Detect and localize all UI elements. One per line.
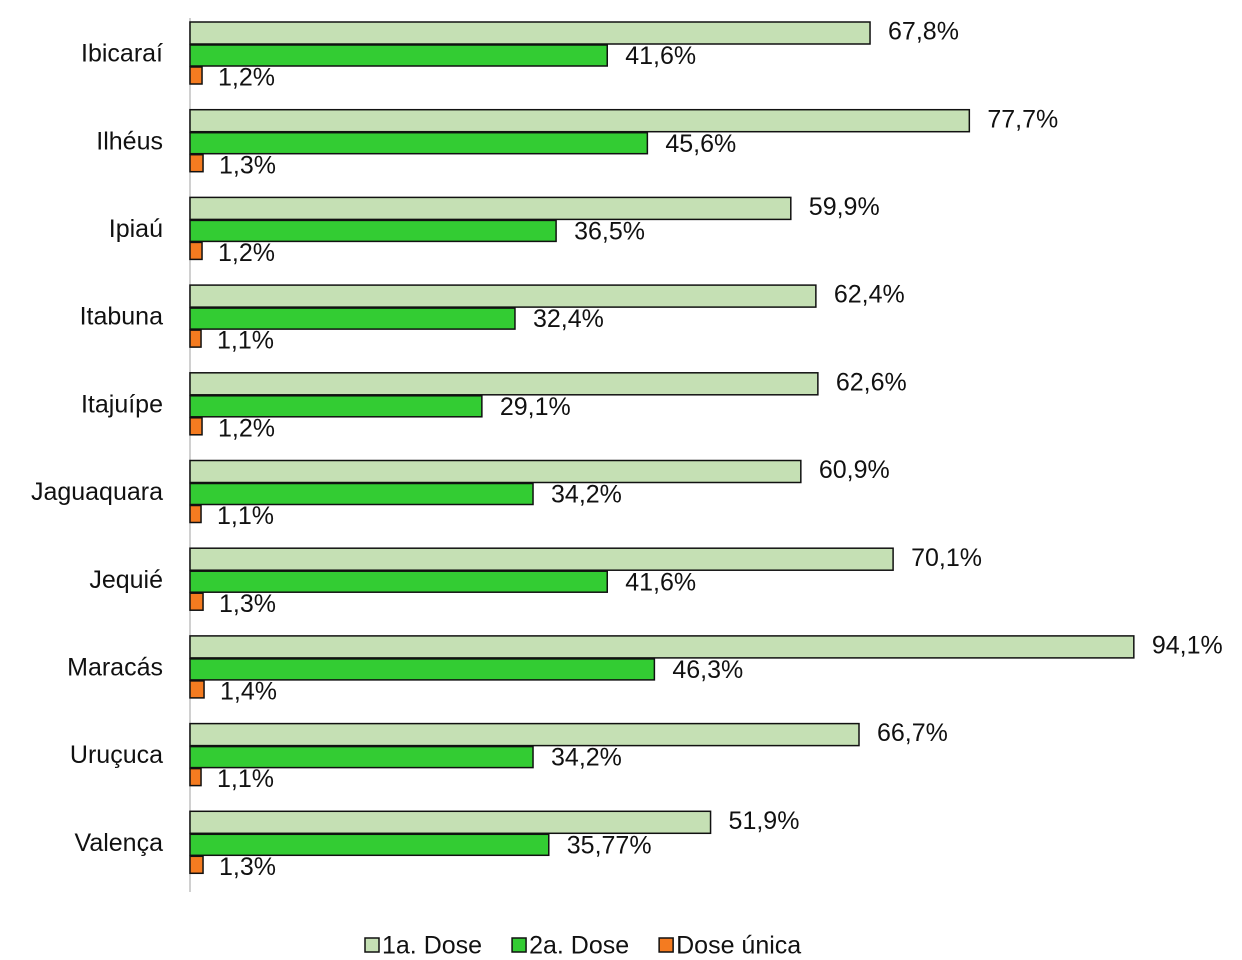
bar — [189, 307, 516, 330]
bar — [189, 131, 649, 155]
category-label: Itabuna — [80, 303, 164, 331]
bar — [189, 372, 819, 396]
value-label: 62,4% — [834, 281, 905, 309]
value-label: 1,2% — [218, 239, 275, 267]
value-label: 51,9% — [729, 807, 800, 835]
value-label: 62,6% — [836, 368, 907, 396]
category-label: Jequié — [89, 566, 163, 594]
bar — [189, 219, 557, 243]
value-label: 46,3% — [672, 656, 743, 684]
bar — [189, 395, 483, 418]
bar — [189, 592, 204, 611]
value-label: 1,3% — [219, 853, 276, 881]
category-label: Jaguaquara — [31, 478, 163, 506]
value-label: 36,5% — [574, 218, 645, 246]
value-label: 34,2% — [551, 744, 622, 772]
bar — [189, 680, 205, 699]
category-label: Maracás — [67, 654, 163, 682]
bar — [189, 44, 608, 67]
bar — [189, 153, 204, 173]
bar — [189, 482, 534, 506]
bar — [189, 21, 871, 45]
value-label: 67,8% — [888, 18, 959, 46]
value-label: 34,2% — [551, 481, 622, 509]
bar — [189, 504, 202, 524]
category-label: Ipiaú — [109, 215, 163, 243]
value-label: 32,4% — [533, 305, 604, 333]
legend-swatch — [658, 937, 674, 953]
bar — [189, 635, 1135, 659]
bar — [189, 570, 608, 593]
bar — [189, 658, 656, 681]
value-label: 45,6% — [665, 130, 736, 158]
legend-swatch — [511, 937, 527, 953]
value-label: 1,2% — [218, 414, 275, 442]
value-label: 1,3% — [219, 151, 276, 179]
value-label: 1,3% — [219, 590, 276, 618]
value-label: 66,7% — [877, 719, 948, 747]
value-label: 70,1% — [911, 544, 982, 572]
bar — [189, 547, 894, 571]
bar — [189, 767, 202, 787]
value-label: 35,77% — [567, 831, 652, 859]
bar — [189, 810, 712, 835]
category-label: Valença — [75, 829, 164, 857]
bar — [189, 417, 203, 436]
category-label: Ilhéus — [96, 127, 163, 155]
bar — [189, 722, 860, 747]
value-label: 1,1% — [217, 502, 274, 530]
value-label: 41,6% — [625, 568, 696, 596]
value-label: 1,1% — [217, 765, 274, 793]
bar — [189, 745, 534, 769]
value-label: 1,2% — [218, 64, 275, 92]
bar — [189, 855, 204, 875]
bar — [189, 241, 203, 261]
value-label: 1,1% — [217, 327, 274, 355]
bar — [189, 284, 817, 308]
value-label: 1,4% — [220, 678, 277, 706]
category-label: Uruçuca — [70, 741, 163, 769]
bar — [189, 833, 550, 857]
value-label: 60,9% — [819, 456, 890, 484]
legend-label: 1a. Dose — [382, 932, 482, 960]
bar — [189, 329, 202, 348]
value-label: 41,6% — [625, 42, 696, 70]
legend-label: Dose única — [676, 932, 801, 960]
value-label: 77,7% — [987, 105, 1058, 133]
bar — [189, 108, 971, 133]
value-label: 94,1% — [1152, 632, 1223, 660]
legend-swatch — [364, 937, 380, 953]
category-label: Ibicaraí — [81, 40, 163, 68]
value-label: 59,9% — [809, 193, 880, 221]
category-label: Itajuípe — [81, 390, 163, 418]
value-label: 29,1% — [500, 393, 571, 421]
legend-label: 2a. Dose — [529, 932, 629, 960]
bar — [189, 66, 203, 85]
bar — [189, 196, 792, 221]
bar — [189, 459, 802, 484]
